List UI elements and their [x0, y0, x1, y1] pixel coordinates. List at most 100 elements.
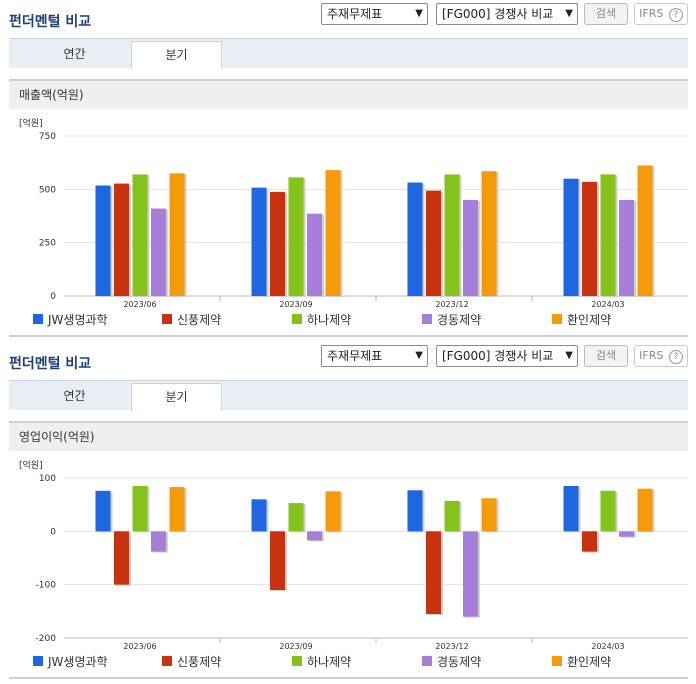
bar — [151, 208, 166, 296]
panel-header: 펀더멘털 비교 주재무제표 ▼ [FG000] 경쟁사 비교 ▼ 검색 IFRS… — [0, 342, 696, 376]
x-tick-label: 2023/06 — [123, 642, 156, 651]
bar — [251, 187, 267, 296]
bar — [132, 486, 148, 532]
legend-label: 하나제약 — [307, 312, 351, 327]
ifrs-label: IFRS — [639, 7, 664, 20]
legend-swatch — [422, 314, 432, 324]
chevron-down-icon: ▼ — [565, 350, 573, 361]
unit-label: [억원] — [19, 459, 43, 471]
bar — [426, 531, 441, 614]
bar — [407, 490, 423, 532]
bar — [114, 531, 129, 585]
y-tick-label: 500 — [39, 185, 56, 195]
bar — [619, 531, 634, 537]
search-button[interactable]: 검색 — [584, 345, 628, 367]
y-tick-label: 100 — [39, 474, 56, 484]
question-circle-icon: ? — [668, 8, 683, 22]
y-tick-label: 750 — [39, 132, 56, 142]
tab-quarterly[interactable]: 분기 — [131, 41, 222, 69]
bar — [444, 174, 460, 296]
bar — [600, 174, 616, 296]
legend-swatch — [33, 314, 43, 324]
period-tabs: 연간 분기 — [9, 380, 688, 411]
bar — [151, 531, 166, 552]
bar — [95, 490, 111, 532]
bar — [95, 185, 111, 296]
bar — [582, 181, 597, 296]
sales-chart: [억원] 0 250 500 750 2023/06 2023/09 2023/12 2024/… — [19, 117, 688, 327]
bar — [270, 191, 285, 296]
question-circle-icon: ? — [668, 350, 683, 364]
peer-select[interactable]: [FG000] 경쟁사 비교 ▼ — [436, 345, 578, 367]
peer-select-value: [FG000] 경쟁사 비교 — [442, 349, 554, 363]
operating-profit-chart: [억원] -200 -100 0 100 2023/06 2023/09 2023/12 202… — [19, 459, 688, 669]
bar — [270, 531, 285, 590]
bar — [481, 171, 497, 296]
legend-swatch — [162, 656, 172, 666]
ifrs-label: IFRS — [639, 349, 664, 362]
statement-select-value: 주재무제표 — [327, 349, 383, 363]
legend-swatch — [552, 314, 562, 324]
legend-label: JW생명과학 — [47, 313, 108, 327]
bar — [251, 499, 267, 532]
bar — [563, 486, 579, 532]
bar — [325, 170, 341, 296]
legend-label: 환인제약 — [567, 312, 611, 327]
panel-header: 펀더멘털 비교 주재무제표 ▼ [FG000] 경쟁사 비교 ▼ 검색 IFRS… — [0, 0, 696, 34]
chevron-down-icon: ▼ — [415, 350, 423, 361]
tab-annual[interactable]: 연간 — [63, 47, 86, 61]
bar — [169, 487, 185, 532]
metric-title: 매출액(억원) — [9, 79, 688, 109]
x-tick-label: 2024/03 — [591, 642, 624, 651]
peer-select[interactable]: [FG000] 경쟁사 비교 ▼ — [436, 3, 578, 25]
statement-select-value: 주재무제표 — [327, 7, 383, 21]
bar — [426, 190, 441, 296]
bar — [307, 531, 322, 541]
legend-label: 경동제약 — [437, 654, 481, 669]
bar — [169, 173, 185, 296]
peer-select-value: [FG000] 경쟁사 비교 — [442, 7, 554, 21]
divider — [9, 335, 688, 337]
legend-label: JW생명과학 — [47, 655, 108, 669]
legend-label: 하나제약 — [307, 654, 351, 669]
panel-operating-profit: 펀더멘털 비교 주재무제표 ▼ [FG000] 경쟁사 비교 ▼ 검색 IFRS… — [0, 342, 696, 684]
legend-swatch — [292, 656, 302, 666]
x-tick-label: 2023/09 — [279, 642, 312, 651]
bar — [637, 165, 653, 296]
ifrs-help-button[interactable]: IFRS ? — [634, 3, 688, 25]
legend-label: 경동제약 — [437, 312, 481, 327]
y-tick-label: -200 — [36, 634, 57, 644]
x-tick-label: 2023/12 — [435, 642, 468, 651]
legend-swatch — [422, 656, 432, 666]
bar — [563, 178, 579, 296]
unit-label: [억원] — [19, 117, 43, 129]
bar — [481, 498, 497, 532]
period-tabs: 연간 분기 — [9, 38, 688, 69]
statement-select[interactable]: 주재무제표 ▼ — [321, 345, 428, 367]
legend-label: 신풍제약 — [177, 654, 221, 669]
tab-quarterly[interactable]: 분기 — [131, 383, 222, 411]
ifrs-help-button[interactable]: IFRS ? — [634, 345, 688, 367]
legend-label: 환인제약 — [567, 654, 611, 669]
panel-title: 펀더멘털 비교 — [9, 356, 92, 372]
bar — [114, 183, 129, 296]
tab-annual[interactable]: 연간 — [63, 389, 86, 403]
x-tick-label: 2024/03 — [591, 300, 624, 309]
search-button[interactable]: 검색 — [584, 3, 628, 25]
y-tick-label: 0 — [50, 527, 56, 537]
statement-select[interactable]: 주재무제표 ▼ — [321, 3, 428, 25]
bar — [619, 200, 634, 296]
y-tick-label: -100 — [36, 581, 57, 591]
bar — [463, 200, 478, 296]
chevron-down-icon: ▼ — [415, 8, 423, 19]
metric-title: 영업이익(억원) — [9, 421, 688, 451]
bar — [582, 531, 597, 552]
bar — [463, 531, 478, 617]
panel-sales: 펀더멘털 비교 주재무제표 ▼ [FG000] 경쟁사 비교 ▼ 검색 IFRS… — [0, 0, 696, 337]
bar — [407, 182, 423, 296]
bar — [132, 174, 148, 296]
legend-swatch — [33, 656, 43, 666]
y-tick-label: 0 — [50, 292, 56, 302]
bar — [288, 177, 304, 296]
x-tick-label: 2023/12 — [435, 300, 468, 309]
